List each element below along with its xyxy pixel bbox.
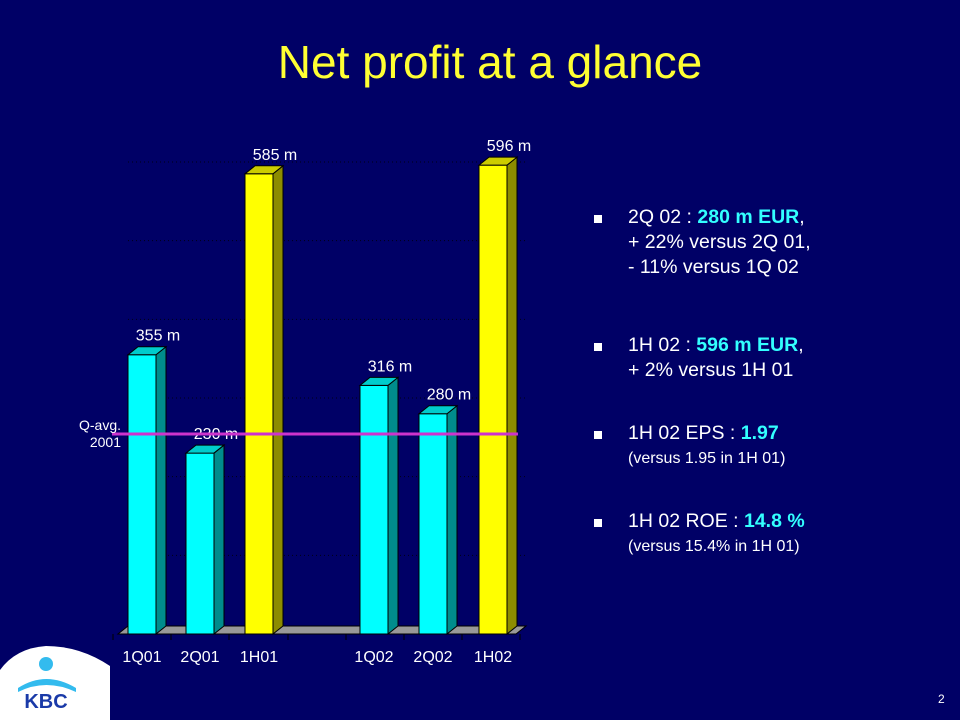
- bullet-roe: 1H 02 ROE : 14.8 % (versus 15.4% in 1H 0…: [594, 509, 960, 559]
- bar-side: [272, 164, 284, 636]
- highlight-value: 596 m EUR: [696, 334, 799, 356]
- bar-side: [213, 444, 225, 636]
- bar-1Q01: [127, 354, 157, 635]
- bar-top: [358, 376, 400, 386]
- data-label: 585 m: [253, 147, 297, 164]
- page-number: 2: [938, 692, 945, 706]
- category-label: 1H01: [240, 649, 278, 666]
- data-label: 280 m: [427, 387, 471, 404]
- category-label: 2Q02: [413, 649, 452, 666]
- kbc-logo: KBC: [0, 646, 110, 720]
- category-label: 2Q01: [180, 649, 219, 666]
- category-label: 1Q01: [122, 649, 161, 666]
- bullet-marker: [594, 215, 602, 223]
- bar-1Q02: [359, 384, 389, 635]
- q-avg-year-label: 2001: [90, 434, 121, 450]
- bar-side: [446, 404, 458, 636]
- bar-top: [477, 156, 519, 166]
- bar-top: [126, 346, 168, 356]
- bar-1H01: [244, 173, 274, 635]
- category-label: 1Q02: [354, 649, 393, 666]
- bar-1H02: [478, 164, 508, 635]
- bullet-2q02: 2Q 02 : 280 m EUR, + 22% versus 2Q 01, -…: [594, 205, 960, 280]
- bullet-eps: 1H 02 EPS : 1.97 (versus 1.95 in 1H 01): [594, 421, 960, 471]
- bar-2Q01: [185, 452, 215, 635]
- bar-side: [387, 376, 399, 636]
- bar-top: [184, 444, 226, 454]
- highlight-value: 280 m EUR: [697, 206, 800, 228]
- chart-floor: [116, 625, 528, 635]
- slide-title: Net profit at a glance: [277, 36, 703, 88]
- bar-top: [417, 405, 459, 415]
- highlight-value: 1.97: [740, 422, 779, 444]
- bar-2Q02: [418, 413, 448, 635]
- q-avg-label: Q-avg.: [79, 417, 121, 433]
- data-label: 355 m: [136, 328, 180, 345]
- bullet-1h02: 1H 02 : 596 m EUR, + 2% versus 1H 01: [594, 333, 960, 383]
- bar-side: [155, 345, 167, 636]
- bullet-marker: [594, 431, 602, 439]
- bullet-marker: [594, 343, 602, 351]
- bullet-marker: [594, 519, 602, 527]
- bar-top: [243, 165, 285, 175]
- bar-side: [506, 156, 518, 636]
- highlight-value: 14.8 %: [743, 510, 805, 532]
- data-label: 316 m: [368, 358, 412, 375]
- category-label: 1H02: [474, 649, 512, 666]
- svg-text:KBC: KBC: [24, 691, 67, 713]
- data-label: 596 m: [487, 138, 531, 155]
